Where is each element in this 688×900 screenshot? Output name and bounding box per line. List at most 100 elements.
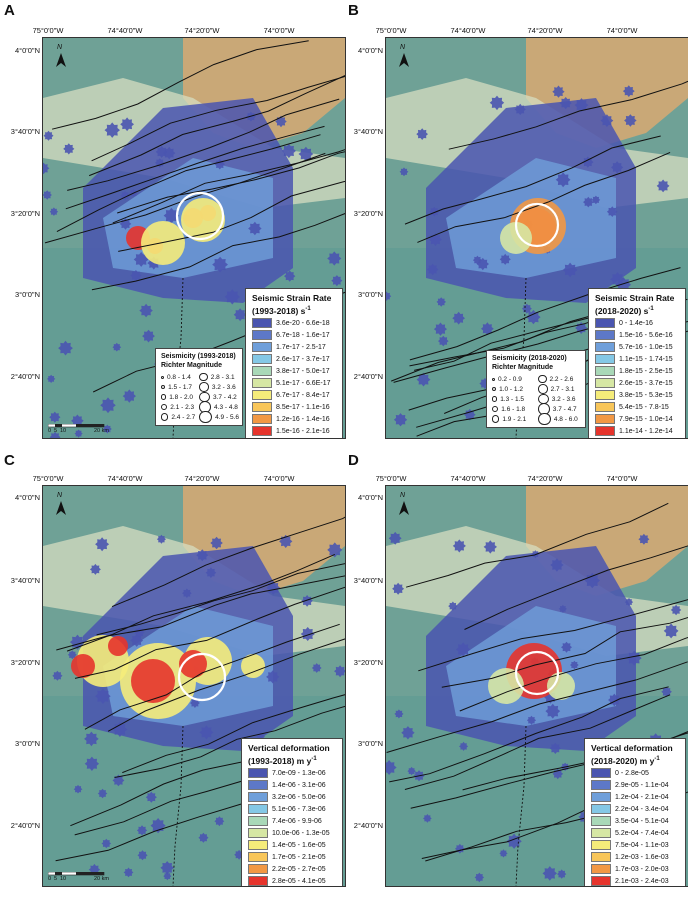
seismic-cell [600, 114, 614, 127]
legend-swatch [595, 390, 615, 401]
seismic-cell [401, 726, 415, 740]
seismic-cell [97, 788, 108, 799]
seismicity-label: 1.6 - 1.8 [501, 405, 526, 413]
seismic-cell [436, 297, 446, 307]
legend-label: 3.6e-20 - 6.6e-18 [276, 319, 330, 327]
seismic-cell [205, 567, 217, 578]
seismicity-item: 0.8 - 1.4 [161, 372, 195, 382]
panel-letter-a: A [4, 2, 15, 19]
seismic-cell [561, 641, 572, 653]
legend-label: 0 - 2.8e-05 [615, 769, 649, 777]
legend-row: 1.2e-16 - 1.4e-16 [252, 414, 336, 425]
seismicity-label: 1.8 - 2.0 [169, 393, 194, 401]
seismicity-label: 4.8 - 6.0 [553, 415, 578, 423]
legend-swatch [248, 792, 268, 803]
lon-label: 74°0'0"W [606, 26, 638, 35]
seismic-cell [160, 861, 174, 875]
seismic-cell [104, 122, 120, 138]
lat-label: 3°0'0"N [357, 290, 383, 299]
legend-title: Vertical deformation [248, 743, 330, 753]
seismic-cell [433, 322, 447, 336]
legend-row: 2.6e-17 - 3.7e-17 [252, 354, 336, 365]
legend-label: 1.1e-14 - 1.2e-14 [619, 427, 673, 435]
magnitude-circle-icon [161, 384, 166, 390]
legend-row: 7.0e-09 - 1.3e-06 [248, 768, 336, 779]
legend-label: 7.0e-09 - 1.3e-06 [272, 769, 326, 777]
lat-label: 3°40'0"N [353, 127, 383, 136]
seismic-cell [49, 431, 61, 438]
seismic-cell [284, 270, 296, 282]
legend-row: 2.2e-05 - 2.7e-05 [248, 864, 336, 875]
legend-swatch [595, 342, 615, 353]
seismicity-item: 1.8 - 2.0 [161, 392, 195, 402]
seismic-cell [499, 849, 508, 858]
fault-line [404, 694, 671, 790]
seismicity-label: 1.0 - 1.2 [499, 385, 523, 393]
panel-letter-d: D [348, 452, 359, 469]
lat-label: 3°40'0"N [10, 127, 40, 136]
seismicity-label: 4.9 - 5.6 [215, 413, 239, 421]
seismic-cell [574, 98, 589, 112]
seismicity-item: 4.8 - 6.0 [538, 412, 580, 426]
lat-label: 4°0'0"N [357, 493, 383, 502]
seismic-cell [663, 623, 679, 639]
seismic-cell [224, 289, 240, 305]
seismicity-item: 2.1 - 2.3 [161, 402, 195, 412]
seismicity-label: 1.9 - 2.1 [502, 415, 527, 423]
legend-label: 7.5e-04 - 1.1e-03 [615, 841, 669, 849]
legend-d: Vertical deformation (2018-2020) m y-1 0… [584, 738, 686, 886]
seismic-cell [63, 143, 75, 155]
seismic-cell [624, 114, 637, 127]
legend-row: 1.8e-15 - 2.5e-15 [595, 366, 679, 377]
legend-swatch [248, 804, 268, 815]
magnitude-circle-icon [538, 384, 548, 394]
seismicity-grid: 0.2 - 0.9 2.2 - 2.6 1.0 - 1.2 2.7 - 3.1 1.3 … [492, 374, 580, 426]
seismic-cell [74, 429, 83, 438]
seismicity-item: 1.3 - 1.5 [492, 394, 534, 404]
fault-line [441, 616, 688, 688]
legend-swatch [252, 318, 272, 329]
seismic-cell [47, 374, 56, 383]
legend-subtitle: (1993-2018) m y-1 [248, 755, 317, 766]
legend-row: 1.7e-05 - 2.1e-05 [248, 852, 336, 863]
seismic-cell [301, 595, 313, 607]
north-label: N [57, 492, 63, 499]
legend-swatch [248, 780, 268, 791]
fault-line [404, 135, 661, 225]
legend-label: 7.4e-06 - 9.9-06 [272, 817, 322, 825]
seismicity-item: 4.9 - 5.6 [199, 410, 239, 424]
legend-row: 2.6e-15 - 3.7e-15 [595, 378, 679, 389]
seismic-cell [130, 270, 142, 282]
seismic-cell [100, 397, 116, 414]
lat-label: 4°0'0"N [14, 46, 40, 55]
legend-swatch [252, 390, 272, 401]
seismic-cell [137, 850, 148, 861]
lat-label: 3°40'0"N [10, 576, 40, 585]
seismic-cell [58, 340, 73, 356]
magnitude-circle-icon [199, 382, 209, 392]
study-area-circle [177, 652, 227, 702]
legend-row: 1.4e-05 - 1.6e-05 [248, 840, 336, 851]
seismic-cell [626, 650, 642, 666]
legend-swatch [591, 840, 611, 851]
seismic-cell [591, 195, 601, 205]
magnitude-circle-icon [538, 374, 547, 384]
legend-row: 2.8e-05 - 4.1e-05 [248, 876, 336, 886]
north-label: N [57, 44, 63, 51]
map-frame-d: Vertical deformation (2018-2020) m y-1 0… [385, 485, 688, 887]
hotspot [488, 668, 524, 704]
seismic-cell [570, 660, 579, 670]
lon-label: 75°0'0"W [32, 26, 64, 35]
seismic-cell [622, 85, 635, 97]
seismicity-title: Seismicity (2018-2020) [492, 355, 567, 362]
legend-row: 1.7e-03 - 2.0e-03 [591, 864, 679, 875]
legend-row: 1.2e-03 - 1.6e-03 [591, 852, 679, 863]
legend-rows: 0 - 2.8e-05 2.9e-05 - 1.1e-04 1.2e-04 - 2.… [591, 768, 679, 886]
legend-label: 5.1e-06 - 7.3e-06 [272, 805, 326, 813]
seismic-cell [656, 179, 670, 193]
seismic-cell [456, 642, 471, 657]
seismic-cell [84, 756, 100, 771]
fault-line [417, 151, 671, 243]
fault-line [107, 638, 345, 732]
fault-line [418, 599, 688, 672]
